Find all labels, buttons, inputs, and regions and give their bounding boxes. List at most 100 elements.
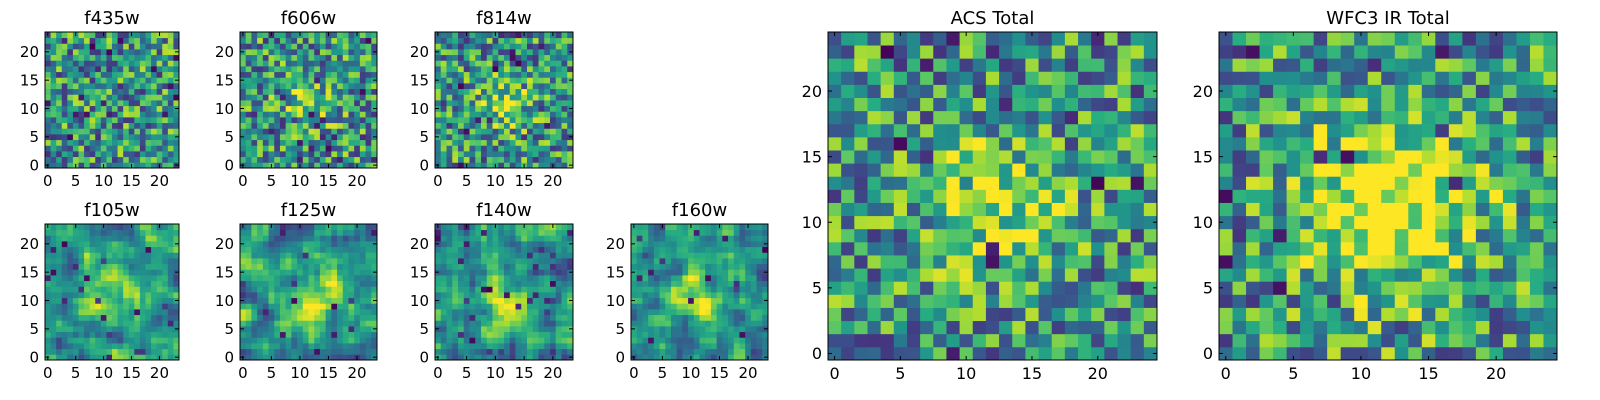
heatmap-cell [285,60,292,67]
heatmap-cell [435,309,442,316]
heatmap-cell [999,58,1013,72]
heatmap-cell [61,241,68,248]
heatmap-cell [1104,281,1118,295]
heatmap-cell [867,58,882,72]
heatmap-cell [527,343,534,350]
x-tick-label: 15 [515,172,534,190]
y-tick-label: 10 [410,100,429,118]
heatmap-cell [906,202,921,217]
heatmap-cell [1012,123,1026,138]
heatmap-cell [648,258,655,265]
heatmap-cell [469,343,476,350]
heatmap-cell [117,354,124,361]
heatmap-cell [756,320,763,327]
heatmap-cell [1078,97,1092,112]
heatmap-cell [1435,320,1450,335]
heatmap-cell [251,258,258,265]
heatmap-cell [56,241,63,248]
heatmap-cell [550,117,557,124]
heatmap-cell [463,275,470,282]
heatmap-cell [762,252,769,259]
heatmap-cell [1025,150,1039,164]
heatmap-cell [469,224,476,231]
heatmap-cell [1117,84,1132,98]
heatmap-cell [167,224,174,231]
heatmap-cell [1143,176,1158,190]
heatmap-cell [527,348,534,355]
heatmap-cell [828,136,842,151]
heatmap-cell [509,156,516,163]
heatmap-cell [274,43,281,50]
heatmap-cell [642,275,649,282]
heatmap-cell [84,134,91,141]
heatmap-cell [297,241,304,248]
heatmap-cell [262,337,269,344]
heatmap-cell [337,60,344,67]
heatmap-cell [642,331,649,338]
heatmap-cell [946,45,960,59]
heatmap-cell [492,43,499,50]
heatmap-cell [128,145,135,152]
heatmap-cell [544,224,551,231]
heatmap-cell [733,343,740,350]
heatmap-cell [1025,123,1039,138]
heatmap-cell [257,88,264,95]
heatmap-cell [302,286,309,293]
heatmap-cell [492,320,499,327]
heatmap-cell [567,111,574,118]
heatmap-cell [342,348,349,355]
heatmap-cell [257,297,264,304]
heatmap-cell [89,235,96,242]
heatmap-cell [151,275,158,282]
heatmap-cell [498,337,505,344]
heatmap-cell [880,123,895,138]
heatmap-cell [504,49,511,56]
heatmap-cell [342,162,349,169]
heatmap-cell [458,320,465,327]
y-tick-label: 0 [812,344,822,363]
heatmap-cell [240,54,247,61]
heatmap-cell [89,156,96,163]
heatmap-cell [359,297,366,304]
heatmap-cell [435,54,442,61]
heatmap-cell [653,246,660,253]
heatmap-cell [498,145,505,152]
heatmap-cell [291,224,298,231]
heatmap-cell [331,343,338,350]
heatmap-cell [56,37,63,44]
heatmap-cell [291,43,298,50]
heatmap-cell [314,326,321,333]
heatmap-cell [716,331,723,338]
heatmap-cell [302,122,309,129]
heatmap-cell [665,235,672,242]
heatmap-cell [509,320,516,327]
heatmap-cell [893,294,908,308]
heatmap-cell [555,297,562,304]
heatmap-cell [308,71,315,78]
heatmap-cell [89,354,96,361]
heatmap-cell [106,122,113,129]
heatmap-cell [693,331,700,338]
heatmap-cell [498,229,505,236]
heatmap-cell [245,309,252,316]
heatmap-cell [972,123,987,138]
heatmap-cell [699,263,706,270]
heatmap-cell [733,326,740,333]
heatmap-cell [435,348,442,355]
heatmap-cell [117,252,124,259]
heatmap-cell [435,258,442,265]
heatmap-cell [1130,176,1145,190]
heatmap-cell [515,49,522,56]
heatmap-cell [319,280,327,287]
heatmap-cell [1367,320,1382,335]
heatmap-cell [268,303,275,310]
heatmap-cell [348,66,355,73]
heatmap-cell [365,309,372,316]
heatmap-cell [291,241,298,248]
heatmap-cell [302,117,309,124]
heatmap-cell [854,346,868,361]
heatmap-cell [145,229,152,236]
heatmap-cell [676,258,683,265]
heatmap-cell [1354,320,1369,335]
heatmap-cell [1143,84,1158,98]
